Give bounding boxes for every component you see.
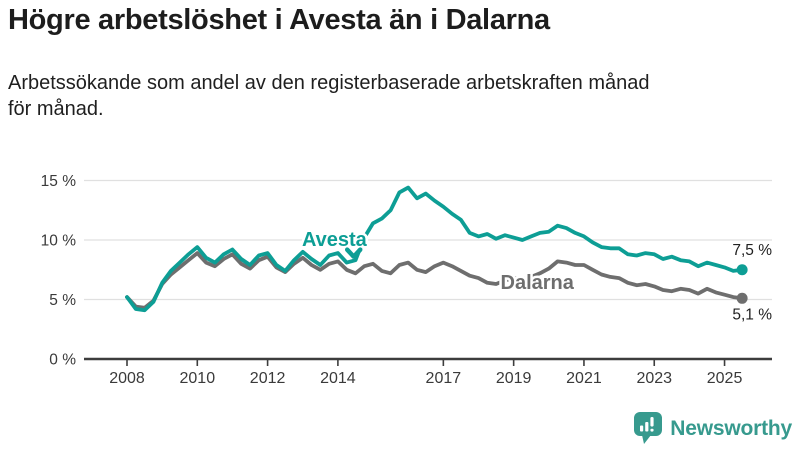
x-axis-tick-label: 2014 — [320, 370, 356, 387]
x-axis-tick-label: 2019 — [496, 370, 532, 387]
y-axis-tick-label: 5 % — [49, 292, 76, 309]
avesta-line — [125, 185, 744, 313]
x-axis-tick-label: 2008 — [109, 370, 145, 387]
avesta-down-arrow-icon — [344, 247, 363, 259]
avesta-series-label: Avesta — [302, 229, 368, 251]
chart-subtitle-line1: Arbetssökande som andel av den registerb… — [8, 72, 650, 94]
x-axis-tick-label: 2023 — [636, 370, 672, 387]
x-axis-tick-label: 2017 — [426, 370, 462, 387]
dalarna-end-dot — [736, 292, 748, 304]
x-axis-tick-label: 2021 — [566, 370, 602, 387]
bar-chart-speech-bubble-icon — [634, 412, 663, 444]
x-axis-tick-label: 2025 — [707, 370, 743, 387]
unemployment-line-chart: 0 % 5 % 10 % 15 % 2008 2010 2012 2014 2017 2019 20… — [41, 173, 775, 387]
y-axis-tick-label: 10 % — [41, 233, 77, 250]
dalarna-line — [125, 251, 744, 310]
avesta-end-dot — [736, 264, 748, 276]
chart-subtitle-line2: för månad. — [8, 98, 104, 120]
chart-title: Högre arbetslöshet i Avesta än i Dalarna — [8, 4, 550, 36]
y-axis-tick-label: 0 % — [49, 352, 76, 369]
avesta-end-value-label: 7,5 % — [732, 242, 772, 259]
chart-subtitle: Arbetssökande som andel av den registerb… — [8, 70, 792, 122]
brand-wordmark: Newsworthy — [670, 416, 792, 440]
y-axis-tick-label: 15 % — [41, 173, 77, 190]
dalarna-series-label: Dalarna — [501, 272, 575, 294]
newsworthy-brand: Newsworthy — [633, 412, 792, 445]
x-axis-tick-label: 2010 — [180, 370, 216, 387]
dalarna-end-value-label: 5,1 % — [732, 306, 772, 323]
x-axis-tick-label: 2012 — [250, 370, 286, 387]
